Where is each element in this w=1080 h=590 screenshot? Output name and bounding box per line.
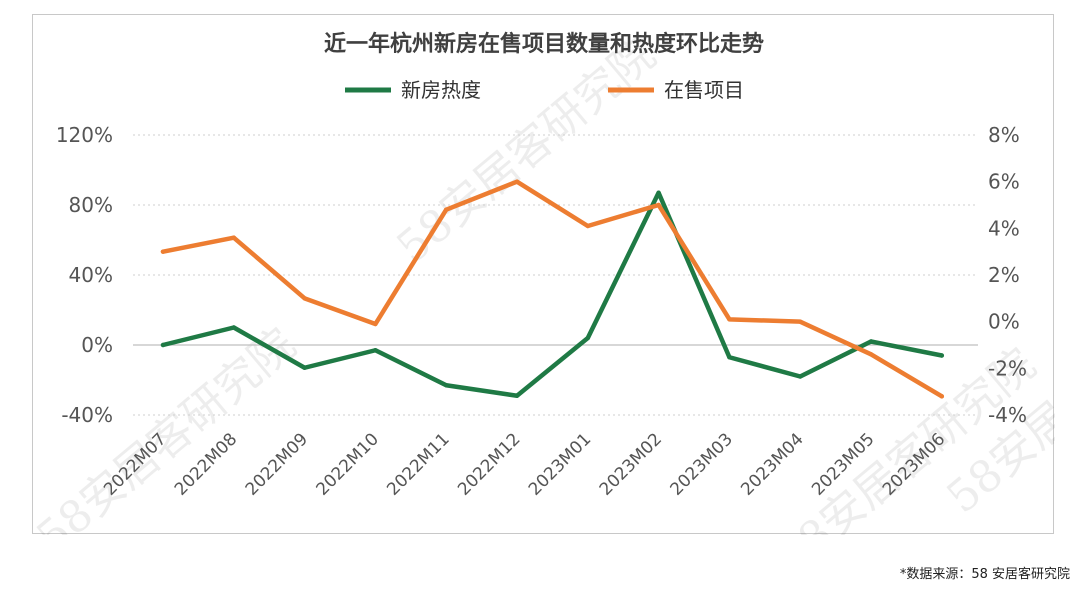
x-tick-label: 2023M01 (525, 429, 595, 499)
series-2-point (939, 394, 944, 399)
y-right-tick-label: 8% (988, 123, 1020, 147)
y-left-tick-label: 0% (81, 333, 113, 357)
y-right-tick-label: -4% (988, 403, 1027, 427)
x-tick-label: 2022M09 (242, 429, 312, 499)
series-2-point (373, 321, 378, 327)
series-1-point (373, 348, 378, 353)
series-1-point (798, 374, 803, 379)
series-1-point (727, 355, 732, 360)
y-axis-right: -4% -2% 0% 2% 4% 6% 8% (988, 123, 1027, 427)
series-line-2 (160, 179, 945, 399)
series-1-point (939, 353, 944, 358)
chart-frame: 58安居客研究院 58安居客研究院 58安居客研究院 58安居客研究院 近一年杭州新房… (32, 14, 1055, 535)
y-left-tick-label: 40% (69, 263, 113, 287)
x-tick-label: 2022M12 (454, 429, 524, 499)
series-2-point (868, 352, 874, 357)
legend-label-1: 新房热度 (401, 78, 481, 102)
series-2-point (514, 179, 520, 184)
series-1-point (302, 365, 307, 370)
y-right-tick-label: 0% (988, 310, 1020, 334)
series-1-point (656, 190, 661, 195)
series-2-point (727, 317, 732, 322)
series-2-point (656, 202, 661, 208)
series-1-point (868, 339, 874, 344)
chart-title: 近一年杭州新房在售项目数量和热度环比走势 (324, 31, 764, 57)
series-line-1 (160, 190, 945, 398)
y-left-tick-label: 80% (69, 193, 113, 217)
series-1-point (514, 393, 520, 398)
series-2-point (160, 249, 166, 254)
series-1-point (231, 325, 236, 330)
y-axis-left: -40% 0% 40% 80% 120% (56, 123, 113, 427)
gridlines (133, 134, 978, 416)
y-right-tick-label: 6% (988, 170, 1020, 194)
y-right-tick-label: 4% (988, 216, 1020, 240)
series-2-point (444, 207, 449, 212)
series-1-point (160, 342, 166, 348)
series-2-point (798, 319, 803, 324)
series-layer (160, 179, 945, 399)
x-tick-label: 2022M10 (313, 429, 383, 499)
y-right-tick-label: -2% (988, 356, 1027, 380)
x-tick-label: 2022M11 (383, 429, 453, 499)
y-right-tick-label: 2% (988, 263, 1020, 287)
x-tick-label: 2023M04 (737, 429, 807, 499)
legend: 新房热度 在售项目 (345, 78, 744, 102)
y-left-tick-label: -40% (61, 403, 113, 427)
series-2-point (231, 235, 236, 240)
source-note: *数据来源：58 安居客研究院 (899, 567, 1070, 582)
x-tick-label: 2023M02 (596, 429, 666, 499)
series-1-point (585, 335, 590, 341)
y-left-tick-label: 120% (56, 123, 113, 147)
x-axis: 2022M07 2022M08 2022M09 2022M10 2022M11 2022M… (100, 429, 949, 499)
series-1-point (444, 383, 449, 388)
series-2-point (302, 296, 307, 301)
x-tick-label: 2023M03 (667, 429, 737, 499)
legend-label-2: 在售项目 (664, 78, 744, 102)
series-2-point (585, 223, 590, 229)
